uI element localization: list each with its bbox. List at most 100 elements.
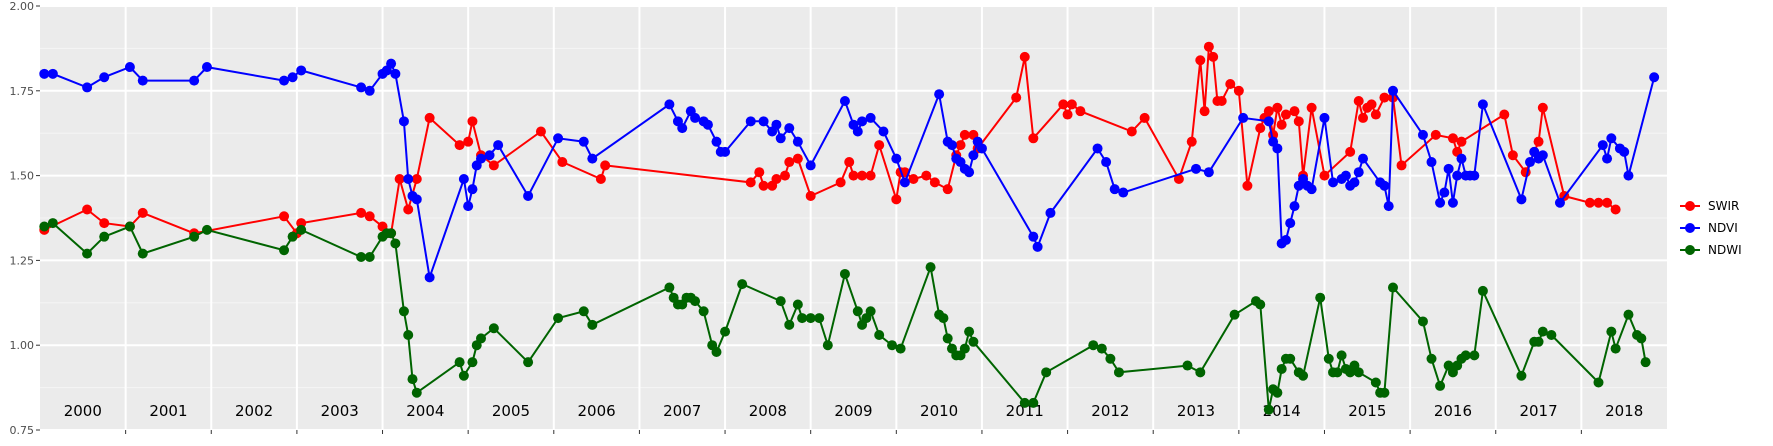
data-point-ndwi (1041, 367, 1052, 378)
data-point-swir (557, 157, 568, 168)
data-point-ndvi (1469, 170, 1480, 181)
data-point-ndvi (1032, 241, 1043, 252)
data-point-ndwi (1417, 316, 1428, 327)
data-point-ndwi (47, 218, 58, 229)
year-label: 2008 (749, 402, 787, 420)
legend-label: NDVI (1708, 221, 1738, 235)
data-point-swir (1499, 109, 1510, 120)
data-point-ndwi (1019, 397, 1030, 408)
data-point-ndwi (1516, 370, 1527, 381)
data-point-ndvi (1272, 143, 1283, 154)
data-point-ndwi (1533, 336, 1544, 347)
data-point-ndvi (1426, 157, 1437, 168)
data-point-ndvi (47, 68, 58, 79)
data-point-ndvi (523, 190, 534, 201)
data-point-ndwi (1546, 330, 1557, 341)
data-point-ndvi (857, 116, 868, 127)
data-point-ndwi (1606, 326, 1617, 337)
data-point-ndwi (523, 357, 534, 368)
data-point-swir (1272, 102, 1283, 113)
data-point-swir (1447, 133, 1458, 144)
data-point-ndwi (364, 252, 375, 263)
data-point-ndvi (201, 62, 212, 73)
y-tick-label: 0.75 (10, 424, 35, 437)
data-point-ndwi (720, 326, 731, 337)
data-point-swir (1353, 95, 1364, 106)
data-point-ndwi (467, 357, 478, 368)
data-point-ndvi (968, 150, 979, 161)
data-point-ndwi (287, 231, 298, 242)
data-point-swir (1280, 109, 1291, 120)
data-point-ndwi (386, 228, 397, 239)
data-point-ndwi (137, 248, 148, 259)
data-point-ndvi (99, 72, 110, 83)
data-point-ndvi (758, 116, 769, 127)
data-point-ndwi (737, 279, 748, 290)
data-point-ndwi (1088, 340, 1099, 351)
data-point-ndwi (792, 299, 803, 310)
data-point-swir (454, 140, 465, 151)
data-point-swir (1126, 126, 1137, 137)
data-point-ndvi (1537, 150, 1548, 161)
data-point-swir (1370, 109, 1381, 120)
data-point-swir (758, 180, 769, 191)
data-point-swir (1062, 109, 1073, 120)
data-point-ndvi (702, 119, 713, 130)
data-point-ndvi (82, 82, 93, 93)
year-label: 2015 (1348, 402, 1386, 420)
data-point-ndwi (711, 346, 722, 357)
data-point-swir (1306, 102, 1317, 113)
data-point-ndvi (976, 143, 987, 154)
data-point-ndvi (1109, 184, 1120, 195)
data-point-ndvi (553, 133, 564, 144)
data-point-swir (82, 204, 93, 215)
data-point-swir (942, 184, 953, 195)
data-point-swir (279, 211, 290, 222)
data-point-ndvi (1619, 146, 1630, 157)
data-point-swir (1208, 51, 1219, 62)
data-point-ndvi (1443, 163, 1454, 174)
y-tick-label: 1.25 (10, 254, 35, 267)
data-point-ndvi (1340, 170, 1351, 181)
data-point-ndvi (386, 58, 397, 69)
data-point-ndwi (296, 224, 307, 235)
data-point-ndvi (1387, 85, 1398, 96)
y-tick-label: 1.50 (10, 170, 35, 183)
data-point-ndvi (398, 116, 409, 127)
data-point-ndwi (189, 231, 200, 242)
data-point-swir (857, 170, 868, 181)
data-point-swir (1066, 99, 1077, 110)
data-point-swir (1366, 99, 1377, 110)
data-point-swir (1379, 92, 1390, 103)
data-point-ndwi (1276, 363, 1287, 374)
data-point-swir (1173, 173, 1184, 184)
data-point-ndvi (1597, 140, 1608, 151)
data-point-ndwi (1353, 367, 1364, 378)
data-point-ndwi (1315, 292, 1326, 303)
data-point-ndvi (467, 184, 478, 195)
data-point-ndvi (287, 72, 298, 83)
data-point-swir (1537, 102, 1548, 113)
data-point-swir (1263, 106, 1274, 117)
year-label: 2006 (578, 402, 616, 420)
data-point-swir (1319, 170, 1330, 181)
data-point-swir (1584, 197, 1595, 208)
data-point-ndvi (711, 136, 722, 147)
data-point-swir (1289, 106, 1300, 117)
data-point-ndvi (124, 62, 135, 73)
data-point-ndwi (1336, 350, 1347, 361)
data-point-ndwi (39, 221, 50, 232)
data-point-ndwi (1105, 353, 1116, 364)
data-point-swir (1019, 51, 1030, 62)
data-point-ndwi (1469, 350, 1480, 361)
data-point-ndvi (1477, 99, 1488, 110)
data-point-ndwi (839, 268, 850, 279)
data-point-ndwi (874, 330, 885, 341)
data-point-swir (463, 136, 474, 147)
data-point-ndwi (690, 296, 701, 307)
data-point-ndwi (1182, 360, 1193, 371)
data-point-ndwi (1195, 367, 1206, 378)
data-point-ndwi (1096, 343, 1107, 354)
data-point-ndwi (1387, 282, 1398, 293)
data-point-ndwi (1379, 387, 1390, 398)
